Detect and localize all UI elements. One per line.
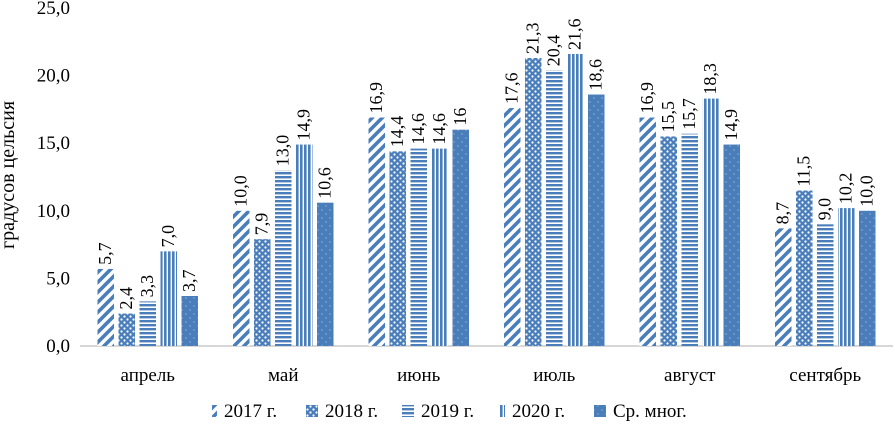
y-tick-label: 15,0 xyxy=(37,133,70,154)
bar xyxy=(639,117,656,347)
data-label: 11,5 xyxy=(793,156,813,187)
bar xyxy=(233,210,250,346)
data-label: 21,6 xyxy=(564,18,584,50)
bar xyxy=(525,58,542,347)
bar xyxy=(254,239,271,346)
bar xyxy=(660,136,677,346)
data-label: 14,6 xyxy=(429,113,449,145)
data-label: 14,9 xyxy=(721,109,741,141)
data-label: 10,6 xyxy=(314,167,334,199)
legend-swatch xyxy=(402,405,414,417)
data-labels-group: 5,72,43,37,03,710,07,913,014,910,616,914… xyxy=(95,18,877,309)
legend-swatch xyxy=(500,405,505,417)
bar xyxy=(431,148,448,346)
legend-label: 2018 г. xyxy=(325,401,378,422)
data-label: 16,9 xyxy=(366,82,386,114)
bar xyxy=(389,151,406,346)
bar xyxy=(504,108,521,346)
bars-group xyxy=(97,53,876,347)
bar xyxy=(588,94,605,346)
data-label: 21,3 xyxy=(522,23,542,55)
y-axis-label: градусов цельсия xyxy=(0,101,19,249)
bar xyxy=(796,190,813,346)
bar xyxy=(817,224,834,346)
data-label: 10,2 xyxy=(835,173,855,205)
data-label: 5,7 xyxy=(95,242,115,265)
y-tick-label: 25,0 xyxy=(37,0,70,19)
bar xyxy=(452,129,469,346)
x-category-label: сентябрь xyxy=(789,365,861,386)
bar xyxy=(838,208,855,346)
data-label: 3,7 xyxy=(179,269,199,292)
data-label: 17,6 xyxy=(501,73,521,105)
data-label: 7,9 xyxy=(251,213,271,236)
bar xyxy=(859,210,876,346)
data-label: 7,0 xyxy=(158,225,178,248)
bar xyxy=(681,133,698,346)
data-label: 16 xyxy=(450,108,470,126)
bar xyxy=(139,301,156,346)
bar xyxy=(723,144,740,346)
data-label: 16,9 xyxy=(637,82,657,114)
y-tick-label: 5,0 xyxy=(46,268,70,289)
bar xyxy=(410,148,427,346)
x-category-label: апрель xyxy=(121,365,176,386)
legend-label: 2019 г. xyxy=(421,401,474,422)
x-category-label: май xyxy=(268,365,299,386)
data-label: 9,0 xyxy=(814,198,834,221)
data-label: 18,3 xyxy=(700,63,720,95)
bar xyxy=(775,228,792,346)
legend-label: 2020 г. xyxy=(512,401,565,422)
legend-swatch xyxy=(594,405,606,417)
data-label: 10,0 xyxy=(230,175,250,207)
data-label: 14,4 xyxy=(387,116,407,148)
y-axis-ticks: 0,0 5,0 10,0 15,0 20,0 25,0 xyxy=(37,0,70,357)
data-label: 8,7 xyxy=(772,202,792,225)
y-tick-label: 20,0 xyxy=(37,66,70,87)
data-label: 18,6 xyxy=(585,59,605,91)
y-tick-label: 0,0 xyxy=(46,336,70,357)
y-tick-label: 10,0 xyxy=(37,201,70,222)
legend-swatch xyxy=(306,405,318,417)
data-label: 15,5 xyxy=(658,101,678,133)
data-label: 14,9 xyxy=(293,109,313,141)
x-category-label: август xyxy=(664,365,716,386)
legend-swatch xyxy=(212,405,217,417)
bar xyxy=(296,144,313,346)
data-label: 2,4 xyxy=(116,287,136,310)
data-label: 14,6 xyxy=(408,113,428,145)
bar xyxy=(118,313,135,346)
x-axis-categories: апрель май июнь июль август сентябрь xyxy=(121,365,862,386)
bar xyxy=(317,202,334,346)
legend: 2017 г. 2018 г. 2019 г. 2020 г. Ср. мног. xyxy=(212,401,687,422)
bar xyxy=(160,251,177,346)
legend-label: 2017 г. xyxy=(224,401,277,422)
data-label: 20,4 xyxy=(543,35,563,67)
bar xyxy=(567,53,584,347)
bar xyxy=(97,268,114,346)
x-category-label: июль xyxy=(533,365,575,386)
data-label: 15,7 xyxy=(679,98,699,130)
bar xyxy=(368,117,385,347)
data-label: 10,0 xyxy=(856,175,876,207)
bar xyxy=(546,70,563,346)
x-category-label: июнь xyxy=(397,365,441,386)
legend-label: Ср. мног. xyxy=(613,401,687,422)
data-label: 13,0 xyxy=(272,135,292,167)
y-axis-title: градусов цельсия xyxy=(0,101,19,249)
bar xyxy=(275,170,292,346)
bar xyxy=(702,98,719,346)
bar xyxy=(181,295,198,346)
data-label: 3,3 xyxy=(137,275,157,298)
